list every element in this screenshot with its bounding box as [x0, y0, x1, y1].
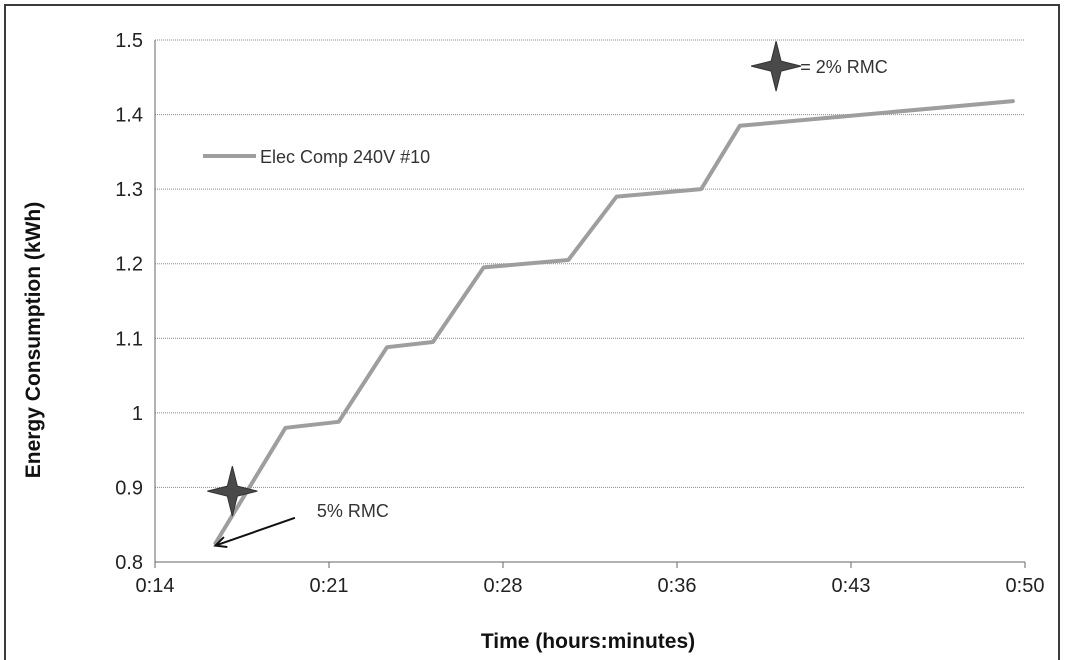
- x-axis-title: Time (hours:minutes): [481, 630, 695, 653]
- y-tick-label: 1.2: [115, 254, 143, 276]
- legend: Elec Comp 240V #10: [203, 147, 430, 167]
- annotation-label: = 2% RMC: [800, 57, 888, 77]
- x-tick-label: 0:36: [658, 575, 697, 597]
- y-tick-label: 1.4: [115, 105, 143, 127]
- y-axis-ticks: 0.8 0.9 1 1.1 1.2 1.3 1.4 1.5: [115, 30, 143, 574]
- x-tick-label: 0:50: [1006, 575, 1045, 597]
- annotation-label: 5% RMC: [317, 501, 389, 521]
- x-axis-ticks: 0:14 0:21 0:28 0:36 0:43 0:50: [136, 562, 1045, 597]
- x-tick-label: 0:14: [136, 575, 175, 597]
- y-tick-label: 1.5: [115, 30, 143, 52]
- y-tick-label: 1: [132, 403, 143, 425]
- arrow-head-icon: [213, 536, 228, 548]
- gridlines: [154, 39, 1025, 563]
- y-tick-label: 0.9: [115, 477, 143, 499]
- x-tick-label: 0:43: [832, 575, 871, 597]
- annotations: 5% RMC = 2% RMC: [213, 57, 888, 548]
- annotation-arrow: [215, 516, 296, 547]
- x-tick-label: 0:21: [310, 575, 349, 597]
- y-tick-label: 0.8: [115, 552, 143, 574]
- y-axis-title: Energy Consumption (kWh): [22, 202, 45, 479]
- legend-label: Elec Comp 240V #10: [260, 147, 430, 167]
- x-tick-label: 0:28: [484, 575, 523, 597]
- series-line: [213, 99, 1015, 546]
- markers: [207, 40, 802, 517]
- four-point-star-icon: [207, 466, 258, 517]
- series-lines: [213, 99, 1015, 546]
- y-tick-label: 1.1: [115, 328, 143, 350]
- four-point-star-icon: [750, 40, 802, 92]
- y-tick-label: 1.3: [115, 179, 143, 201]
